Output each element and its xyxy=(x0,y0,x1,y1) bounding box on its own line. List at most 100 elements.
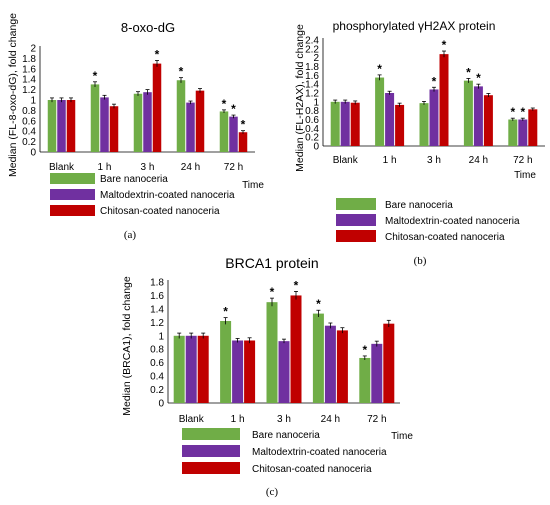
legend-swatch xyxy=(50,205,95,216)
bar xyxy=(100,97,109,152)
chart-brca1: BRCA1 protein Median (BRCA1), fold chang… xyxy=(121,255,413,498)
bar xyxy=(463,80,473,146)
y-tick-label: 1.6 xyxy=(150,291,164,302)
legend-swatch xyxy=(182,428,240,440)
y-tick-label: 2.2 xyxy=(305,44,319,55)
bar xyxy=(173,335,185,403)
significance-marker: * xyxy=(432,74,437,88)
bar xyxy=(185,335,197,403)
chart-title: phosphorylated γH2AX protein xyxy=(333,19,496,33)
y-tick-label: 2 xyxy=(313,53,319,64)
significance-marker: * xyxy=(231,102,236,116)
bar xyxy=(57,100,66,152)
x-tick-label: 24 h xyxy=(469,155,488,166)
panel-label: (a) xyxy=(124,229,137,241)
significance-marker: * xyxy=(316,297,321,311)
bar xyxy=(219,111,229,152)
y-tick-label: 0.4 xyxy=(305,124,319,135)
significance-marker: * xyxy=(377,62,382,76)
y-tick-label: 1.4 xyxy=(22,75,36,86)
bar xyxy=(395,104,405,146)
y-tick-label: 1.6 xyxy=(305,71,319,82)
y-tick-label: 0.2 xyxy=(305,133,319,144)
y-tick-label: 1 xyxy=(30,96,36,107)
plot-area: 00.20.40.60.811.21.41.61.822.22.4 Blank 1 … xyxy=(305,36,545,166)
y-axis-label: Median (BRCA1), fold change xyxy=(121,276,133,416)
bar xyxy=(109,106,119,152)
y-tick-label: 1.2 xyxy=(22,85,36,96)
bar xyxy=(244,340,256,403)
x-axis-label: Time xyxy=(242,180,264,191)
y-tick-label: 0.6 xyxy=(22,116,36,127)
legend-label: Bare nanoceria xyxy=(252,430,320,441)
legend: Bare nanoceria Maltodextrin-coated nanoce… xyxy=(336,198,520,243)
x-tick-label: 1 h xyxy=(231,414,245,425)
bar xyxy=(143,92,152,152)
significance-marker: * xyxy=(155,47,160,61)
chart-8-oxo-dg: 8-oxo-dG Median (FL-8-oxo-dG), fold chan… xyxy=(7,13,264,241)
legend-swatch xyxy=(50,189,95,200)
chart-title: 8-oxo-dG xyxy=(121,20,175,35)
x-tick-label: Blank xyxy=(179,414,205,425)
bar xyxy=(195,90,205,152)
significance-marker: * xyxy=(466,65,471,79)
legend-swatch xyxy=(336,214,376,226)
y-tick-label: 1.4 xyxy=(305,80,319,91)
bar xyxy=(483,95,493,146)
x-tick-label: 1 h xyxy=(383,155,397,166)
significance-marker: * xyxy=(222,97,227,111)
bar xyxy=(238,132,248,152)
bar xyxy=(508,119,518,146)
bar xyxy=(220,320,232,403)
y-tick-label: 0.6 xyxy=(150,358,164,369)
significance-marker: * xyxy=(179,65,184,79)
significance-marker: * xyxy=(362,343,367,357)
x-tick-label: Blank xyxy=(333,155,359,166)
significance-marker: * xyxy=(93,69,98,83)
y-tick-label: 1.6 xyxy=(22,64,36,75)
panel-label: (c) xyxy=(266,486,279,498)
bar xyxy=(278,341,290,403)
bar xyxy=(375,77,385,146)
legend: Bare nanoceria Maltodextrin-coated nanoce… xyxy=(182,428,387,475)
bar xyxy=(90,84,100,152)
chart-gamma-h2ax: phosphorylated γH2AX protein Median (FL-… xyxy=(294,19,545,267)
y-tick-label: 1.8 xyxy=(305,62,319,73)
bar xyxy=(385,93,395,146)
y-tick-label: 0 xyxy=(313,142,319,153)
y-tick-label: 2 xyxy=(30,44,36,55)
legend-label: Bare nanoceria xyxy=(100,174,168,185)
bar xyxy=(336,330,348,403)
y-tick-label: 0.8 xyxy=(150,345,164,356)
bar xyxy=(197,335,209,403)
bar xyxy=(350,102,360,146)
bar xyxy=(66,100,76,152)
legend-swatch xyxy=(182,462,240,474)
y-tick-label: 0.2 xyxy=(22,137,36,148)
y-tick-label: 0 xyxy=(158,399,164,410)
y-axis-label: Median (FL-8-oxo-dG), fold change xyxy=(7,13,19,177)
y-tick-label: 0.4 xyxy=(150,372,164,383)
bar xyxy=(176,80,186,152)
significance-marker: * xyxy=(294,278,299,292)
significance-marker: * xyxy=(241,118,246,132)
panel-label: (b) xyxy=(414,255,427,267)
legend-label: Chitosan-coated nanoceria xyxy=(385,232,505,243)
significance-marker: * xyxy=(510,105,515,119)
y-tick-label: 1.4 xyxy=(150,304,164,315)
x-tick-label: 72 h xyxy=(367,414,386,425)
legend-swatch xyxy=(336,230,376,242)
x-tick-label: 3 h xyxy=(277,414,291,425)
bar xyxy=(340,101,350,146)
legend-label: Maltodextrin-coated nanoceria xyxy=(385,216,520,227)
bar xyxy=(439,54,449,147)
x-tick-label: 3 h xyxy=(427,155,441,166)
significance-marker: * xyxy=(476,71,481,85)
y-tick-label: 2.4 xyxy=(305,36,319,47)
y-tick-label: 0.8 xyxy=(305,106,319,117)
bar xyxy=(359,357,371,403)
significance-marker: * xyxy=(520,105,525,119)
bar xyxy=(473,86,483,146)
legend-swatch xyxy=(182,445,240,457)
